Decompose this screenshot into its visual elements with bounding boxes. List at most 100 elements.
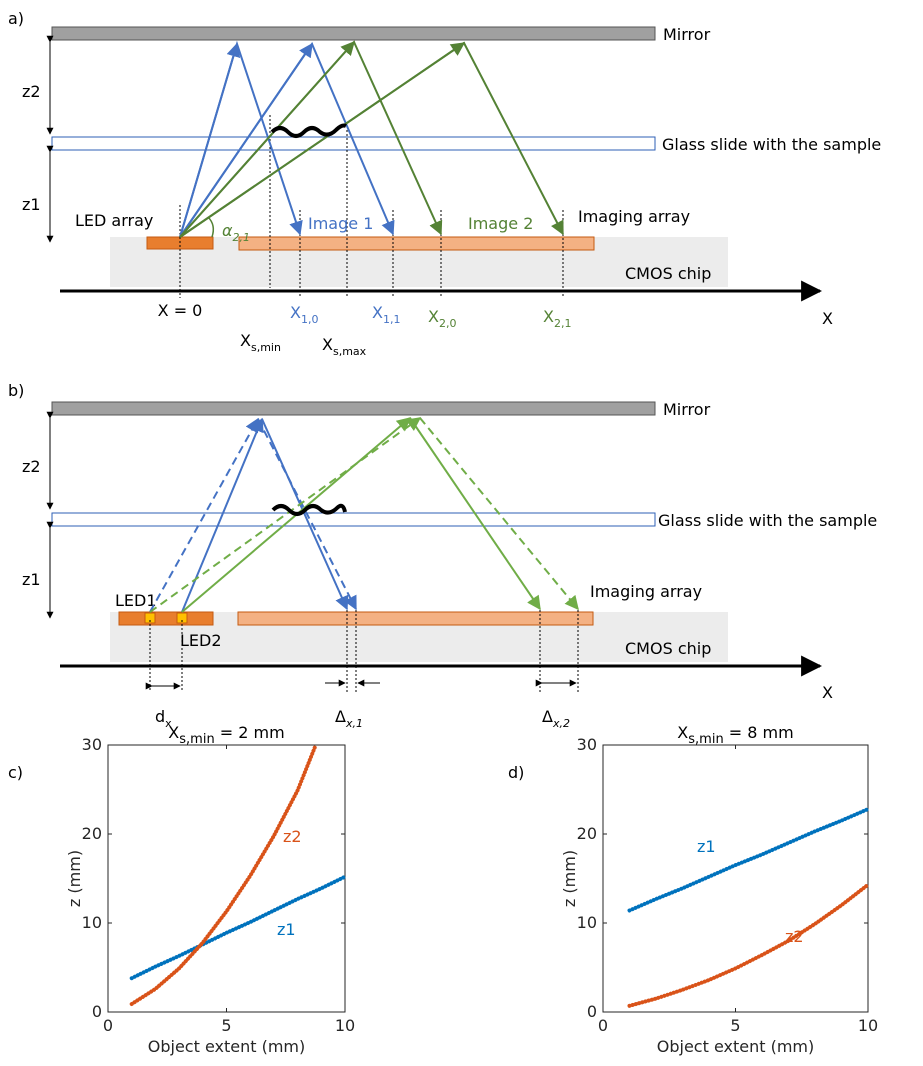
series-label: z2 bbox=[785, 927, 804, 946]
led-array-label: LED array bbox=[75, 211, 153, 230]
mirror-label: Mirror bbox=[663, 400, 711, 419]
delta1-label: Δx,1 bbox=[335, 707, 363, 730]
x-sub: 1,0 bbox=[301, 313, 319, 326]
guides bbox=[145, 610, 579, 692]
x-axis-label: Object extent (mm) bbox=[148, 1037, 306, 1056]
x11-label: X1,1 bbox=[372, 303, 400, 326]
z2-label: z2 bbox=[22, 457, 41, 476]
x-tick-label: 0 bbox=[598, 1016, 608, 1035]
image1-label: Image 1 bbox=[308, 214, 373, 233]
y-tick-label: 10 bbox=[82, 913, 102, 932]
mirror-label: Mirror bbox=[663, 25, 711, 44]
series-line bbox=[627, 882, 870, 1008]
title-sub: s,min bbox=[179, 732, 214, 747]
alpha-sub: 2,1 bbox=[233, 231, 251, 244]
delta-main: Δ bbox=[335, 707, 346, 726]
delta-sub: x,1 bbox=[345, 717, 363, 730]
image2-label: Image 2 bbox=[468, 214, 533, 233]
x-tick-label: 10 bbox=[335, 1016, 355, 1035]
x10-label: X1,0 bbox=[290, 303, 318, 326]
dx-main: d bbox=[155, 707, 165, 726]
imaging-array bbox=[238, 236, 595, 251]
x-main: X bbox=[240, 331, 251, 350]
panel-label: c) bbox=[8, 763, 23, 782]
dx-label: dx bbox=[155, 707, 172, 730]
x-main: X bbox=[290, 303, 301, 322]
plot-area bbox=[107, 744, 346, 1013]
cmos-label: CMOS chip bbox=[625, 639, 711, 658]
alpha-label: α2,1 bbox=[222, 221, 250, 244]
y-tick-label: 30 bbox=[577, 735, 597, 754]
panel-b: b) Mirror z2 Glass slide with the sample… bbox=[8, 381, 877, 730]
title-main: X bbox=[677, 723, 688, 742]
x-tick-label: 5 bbox=[221, 1016, 231, 1035]
series-label: z2 bbox=[283, 827, 302, 846]
x-sub: 1,1 bbox=[383, 313, 401, 326]
led1 bbox=[144, 612, 156, 624]
y-axis-label: z (mm) bbox=[65, 850, 84, 907]
delta-sub: x,2 bbox=[552, 717, 570, 730]
mirror bbox=[51, 401, 656, 416]
chart-title: Xs,min = 8 mm bbox=[677, 723, 793, 747]
alpha-main: α bbox=[222, 221, 233, 240]
z1-label: z1 bbox=[22, 195, 41, 214]
chart-title: Xs,min = 2 mm bbox=[168, 723, 284, 747]
axis-label: X bbox=[822, 309, 833, 328]
x-tick-label: 5 bbox=[730, 1016, 740, 1035]
title-main: X bbox=[168, 723, 179, 742]
delta-main: Δ bbox=[542, 707, 553, 726]
cmos-label: CMOS chip bbox=[625, 264, 711, 283]
x21-label: X2,1 bbox=[543, 307, 571, 330]
plot-area bbox=[602, 744, 869, 1013]
delta2-label: Δx,2 bbox=[542, 707, 570, 730]
series-label: z1 bbox=[697, 837, 716, 856]
x-main: X bbox=[428, 307, 439, 326]
x-main: X bbox=[543, 307, 554, 326]
y-tick-label: 0 bbox=[92, 1002, 102, 1021]
glass-slide bbox=[51, 512, 656, 527]
panel-a: a) Mirror z2 Glass slide with the sample… bbox=[8, 9, 881, 358]
y-tick-label: 30 bbox=[82, 735, 102, 754]
x-sub: 2,0 bbox=[439, 317, 457, 330]
imaging-array bbox=[237, 611, 594, 626]
series-label: z1 bbox=[277, 920, 296, 939]
x-tick-label: 0 bbox=[103, 1016, 113, 1035]
x-sub: 2,1 bbox=[554, 317, 572, 330]
x-tick-label: 10 bbox=[858, 1016, 878, 1035]
panel-label: a) bbox=[8, 9, 24, 28]
y-tick-label: 10 bbox=[577, 913, 597, 932]
title-sub: s,min bbox=[688, 732, 723, 747]
glass-label: Glass slide with the sample bbox=[662, 135, 881, 154]
series-line bbox=[627, 807, 870, 913]
x-main: X bbox=[372, 303, 383, 322]
axis-label: X bbox=[822, 683, 833, 702]
rays bbox=[149, 417, 579, 613]
glass-label: Glass slide with the sample bbox=[658, 511, 877, 530]
led2-label: LED2 bbox=[180, 631, 222, 650]
panel-label: b) bbox=[8, 381, 24, 400]
xsmin-label: Xs,min bbox=[240, 331, 281, 354]
led-array bbox=[118, 611, 214, 626]
x-zero-label: X = 0 bbox=[158, 301, 203, 320]
y-tick-label: 20 bbox=[577, 824, 597, 843]
imaging-array-label: Imaging array bbox=[590, 582, 702, 601]
x-sub: s,max bbox=[333, 345, 367, 358]
xsmax-label: Xs,max bbox=[322, 335, 367, 358]
panel-label: d) bbox=[508, 763, 524, 782]
x-sub: s,min bbox=[251, 341, 281, 354]
rays bbox=[179, 40, 564, 238]
x-main: X bbox=[322, 335, 333, 354]
y-tick-label: 0 bbox=[587, 1002, 597, 1021]
series-line bbox=[129, 743, 318, 1006]
y-tick-label: 20 bbox=[82, 824, 102, 843]
z2-label: z2 bbox=[22, 82, 41, 101]
series-line bbox=[129, 874, 347, 981]
title-rest: = 2 mm bbox=[215, 723, 285, 742]
led2 bbox=[176, 612, 188, 624]
z1-label: z1 bbox=[22, 570, 41, 589]
led1-label: LED1 bbox=[115, 591, 157, 610]
x-axis-label: Object extent (mm) bbox=[657, 1037, 815, 1056]
title-rest: = 8 mm bbox=[724, 723, 794, 742]
mirror bbox=[51, 26, 656, 41]
